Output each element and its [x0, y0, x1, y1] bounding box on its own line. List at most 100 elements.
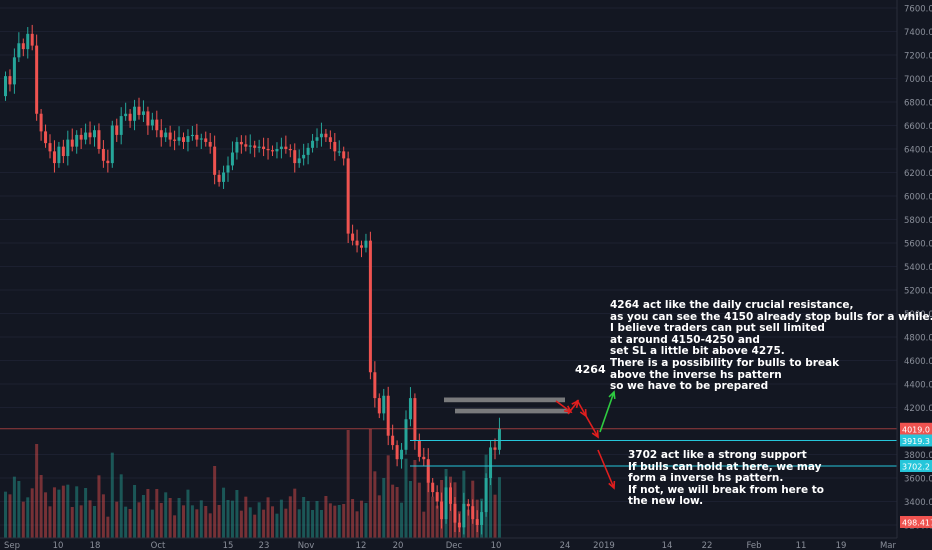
volume-bar	[257, 502, 261, 538]
volume-bar	[489, 468, 493, 538]
volume-bar	[8, 494, 12, 538]
time-tick-label: 2019	[593, 541, 615, 550]
candle-body	[21, 43, 25, 50]
candle-body	[315, 137, 319, 141]
arrow-shaft	[597, 449, 615, 489]
candle-body	[346, 158, 350, 234]
candle-body	[79, 134, 83, 140]
price-tick-label: 4200.0	[904, 404, 932, 414]
time-axis: Sep 10 18 Oct 15 23 Nov 12 20 Dec 10 24 2019 14 22 Feb 1…	[4, 541, 897, 550]
volume-bar	[244, 496, 248, 538]
time-tick-label: 11	[796, 541, 807, 550]
time-tick-label: 10	[53, 541, 64, 550]
time-tick-label: Sep	[4, 541, 20, 550]
volume-bar	[35, 444, 39, 538]
volume-bar	[266, 497, 270, 538]
candle-body	[168, 132, 172, 140]
volume-bar	[124, 506, 128, 538]
volume-bar	[173, 515, 177, 538]
candle-body	[159, 130, 163, 138]
candle-body	[128, 113, 132, 121]
candle-body	[444, 487, 448, 520]
volume-bar	[168, 498, 172, 538]
candle-body	[226, 165, 230, 173]
volume-bar	[493, 494, 497, 538]
price-tick-label: 7400.0	[904, 28, 932, 38]
candle-body	[342, 151, 346, 159]
volume-bar	[395, 487, 399, 538]
volume-bar	[262, 509, 266, 538]
volume-bar	[497, 477, 501, 538]
candle-body	[115, 125, 119, 135]
grid	[0, 7, 897, 526]
time-tick-label: 19	[836, 541, 847, 550]
candle-body	[262, 146, 266, 149]
volume-bar	[57, 489, 61, 538]
volume-bar	[431, 496, 435, 538]
candle-body	[275, 149, 279, 152]
candle-body	[150, 119, 154, 126]
volume-bar	[39, 475, 43, 538]
arrow-head	[608, 480, 616, 490]
candle-body	[266, 149, 270, 151]
price-tick-label: 5600.0	[904, 240, 932, 250]
candle-body	[489, 447, 493, 478]
volume-bar	[164, 492, 168, 538]
arrow-shaft	[576, 399, 587, 417]
volume-bar	[106, 516, 110, 538]
volume-bar	[235, 490, 239, 538]
price-tick-label: 3400.0	[904, 498, 932, 508]
volume-bar	[413, 460, 417, 538]
time-tick-label: 22	[702, 541, 713, 550]
volume-bar	[190, 505, 194, 538]
arrow-shaft	[555, 400, 572, 413]
candle-body	[360, 245, 363, 248]
support-annotation: 3702 act like a strong support If bulls …	[628, 449, 824, 508]
candle-body	[39, 113, 43, 132]
volume-bar	[213, 466, 217, 538]
time-tick-label: 23	[259, 541, 270, 550]
candle-body	[377, 398, 381, 414]
volume-bar	[355, 511, 359, 538]
volume-bar	[328, 503, 332, 538]
candle-body	[417, 440, 421, 457]
price-label-box	[900, 516, 932, 528]
arrow-shaft	[585, 415, 599, 438]
price-tick-label: 3600.0	[904, 475, 932, 485]
time-tick-label: 24	[560, 541, 571, 550]
candle-body	[61, 146, 65, 157]
volume-bar	[306, 501, 310, 538]
volume-bar	[93, 506, 96, 538]
candle-body	[328, 137, 332, 142]
time-tick-label: 10	[491, 541, 502, 550]
volume-bar	[293, 488, 297, 538]
volume-bar	[426, 467, 430, 538]
candle-body	[337, 151, 341, 153]
price-label-text: 3702.2	[902, 462, 930, 471]
candle-body	[368, 240, 372, 373]
time-tick-label: Feb	[746, 541, 761, 550]
candle-body	[48, 143, 52, 152]
time-tick-label: Dec	[446, 541, 463, 550]
candle-body	[235, 141, 239, 153]
arrow-head	[563, 405, 573, 414]
volume-bar	[279, 499, 283, 538]
candle-body	[124, 113, 128, 117]
price-tick-label: 5800.0	[904, 216, 932, 226]
candle-body	[351, 233, 355, 241]
volume-bar	[17, 481, 21, 538]
candle-body	[297, 158, 301, 164]
candle-body	[57, 146, 61, 164]
horizontal-lines	[0, 428, 897, 467]
candle-body	[364, 240, 368, 248]
price-label-text: 4019.0	[902, 425, 930, 434]
candle-body	[8, 76, 12, 85]
arrow-head	[608, 390, 616, 400]
resistance-zone	[455, 408, 570, 414]
candle-body	[413, 398, 417, 441]
candle-body	[35, 45, 39, 114]
candle-body	[426, 459, 430, 483]
volume-bar	[315, 501, 319, 538]
time-tick-label: Mar	[880, 541, 897, 550]
volume-bar	[137, 502, 141, 538]
